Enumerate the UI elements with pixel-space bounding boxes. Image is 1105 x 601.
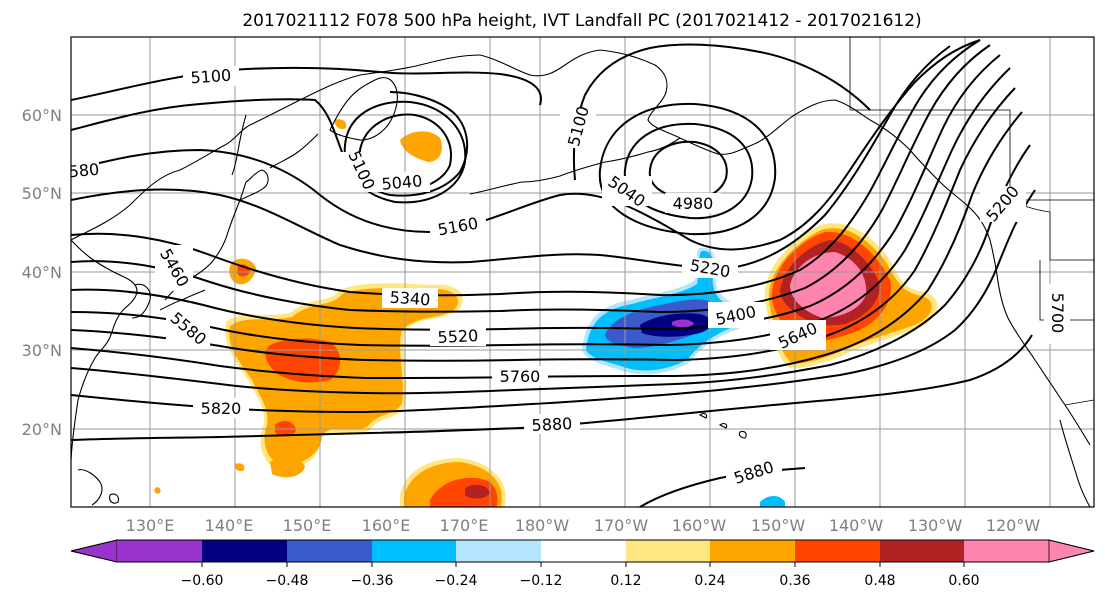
shade-orange-small-3 bbox=[234, 463, 245, 472]
shade-purple bbox=[672, 319, 694, 328]
contour-label: 5520 bbox=[437, 326, 479, 347]
colorbar-tick-label: −0.12 bbox=[520, 573, 563, 589]
lon-label: 180°W bbox=[515, 516, 570, 535]
lon-label: 150°E bbox=[283, 516, 332, 535]
contour-labels: 5100 5100 5100 5040 5040 4980 5160 5220 … bbox=[68, 66, 1070, 488]
contour-label: 5340 bbox=[389, 288, 431, 310]
lat-label: 40°N bbox=[22, 263, 62, 282]
figure-title: 2017021112 F078 500 hPa height, IVT Land… bbox=[242, 11, 921, 31]
colorbar-tick-label: 0.60 bbox=[948, 573, 979, 589]
colorbar-segment bbox=[456, 540, 541, 562]
shade-orange-small-1 bbox=[270, 458, 305, 478]
colorbar-segment bbox=[372, 540, 456, 562]
contour-label: 5880 bbox=[531, 414, 573, 435]
colorbar-extend-low bbox=[70, 539, 118, 563]
lon-label: 130°W bbox=[908, 516, 963, 535]
contour-label: 5100 bbox=[190, 66, 232, 88]
lon-label: 150°W bbox=[751, 516, 806, 535]
colorbar-tick-label: 0.36 bbox=[779, 573, 810, 589]
lon-label: 130°E bbox=[126, 516, 175, 535]
lon-label: 140°W bbox=[829, 516, 884, 535]
shade-skyblue-small bbox=[760, 496, 785, 507]
contour-label: 5040 bbox=[381, 171, 423, 193]
colorbar-segment bbox=[795, 540, 880, 562]
shade-orange-north-small bbox=[334, 119, 347, 130]
colorbar-tick-label: −0.60 bbox=[181, 573, 224, 589]
longitude-labels: 130°E 140°E 150°E 160°E 170°E 180°W 170°… bbox=[126, 516, 1041, 535]
colorbar-tick-label: 0.48 bbox=[864, 573, 895, 589]
lon-label: 140°E bbox=[205, 516, 254, 535]
lat-label: 60°N bbox=[22, 106, 62, 125]
colorbar: −0.60 −0.48 −0.36 −0.24 −0.12 0.12 0.24 … bbox=[70, 539, 1095, 589]
map-area: 5100 5100 5100 5040 5040 4980 5160 5220 … bbox=[68, 36, 1095, 508]
lon-label: 120°W bbox=[986, 516, 1041, 535]
colorbar-ticks bbox=[201, 562, 965, 567]
colorbar-segment bbox=[880, 540, 964, 562]
shade-darkred-south bbox=[465, 484, 490, 499]
lat-label: 30°N bbox=[22, 341, 62, 360]
colorbar-segment bbox=[287, 540, 372, 562]
colorbar-tick-label: −0.24 bbox=[435, 573, 478, 589]
lon-label: 170°W bbox=[594, 516, 649, 535]
lat-label: 50°N bbox=[22, 184, 62, 203]
lon-label: 160°W bbox=[672, 516, 727, 535]
latitude-labels: 60°N 50°N 40°N 30°N 20°N bbox=[22, 106, 62, 439]
colorbar-tick-label: −0.36 bbox=[351, 573, 394, 589]
colorbar-tick-label: −0.48 bbox=[266, 573, 309, 589]
lon-label: 160°E bbox=[362, 516, 411, 535]
contour-label: 5700 bbox=[1048, 293, 1067, 334]
shade-orange-north bbox=[400, 131, 442, 162]
contour-label: 5760 bbox=[500, 367, 541, 386]
contour-label: 5820 bbox=[201, 399, 242, 418]
lat-label: 20°N bbox=[22, 420, 62, 439]
colorbar-segment bbox=[117, 540, 202, 562]
colorbar-tick-label: 0.12 bbox=[610, 573, 641, 589]
map-frame bbox=[70, 36, 1095, 508]
colorbar-segment bbox=[710, 540, 795, 562]
shade-orange-small-4 bbox=[154, 487, 161, 494]
colorbar-extend-high bbox=[1048, 539, 1095, 563]
colorbar-tick-label: 0.24 bbox=[694, 573, 725, 589]
colorbar-segment bbox=[964, 540, 1049, 562]
shade-pink-east bbox=[790, 252, 867, 318]
shade-red-south bbox=[430, 477, 498, 507]
lon-label: 170°E bbox=[440, 516, 489, 535]
colorbar-segment bbox=[202, 540, 287, 562]
contour-label: 4980 bbox=[673, 194, 714, 213]
colorbar-segment bbox=[626, 540, 710, 562]
contour-label: 580 bbox=[68, 160, 100, 182]
colorbar-outline bbox=[70, 539, 1095, 563]
height-contours bbox=[71, 39, 1036, 507]
colorbar-segment bbox=[541, 540, 626, 562]
shade-red-west bbox=[265, 338, 341, 383]
